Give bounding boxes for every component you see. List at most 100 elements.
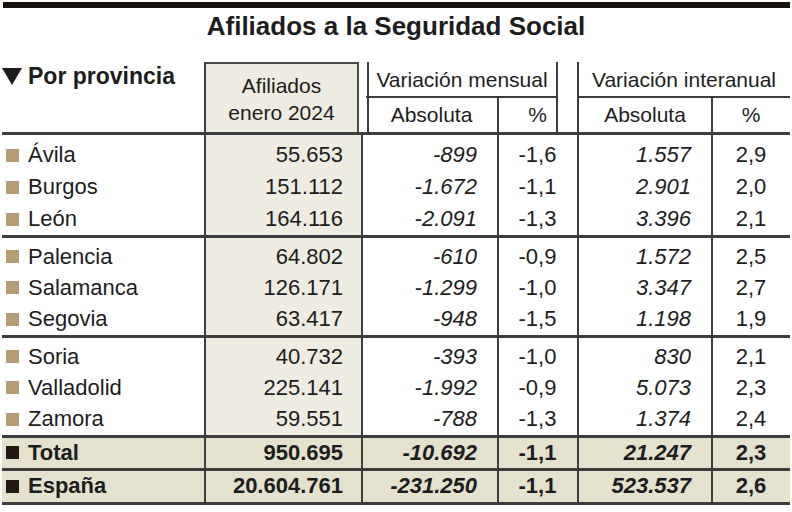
- province-group-2: Palencia64.802-610-0,91.5722,5Salamanca1…: [0, 237, 792, 335]
- monthly-percent-header: %: [498, 98, 577, 132]
- bullet-square-icon: [6, 381, 19, 394]
- cell-var-mensual-pct: -1,1: [498, 470, 577, 502]
- province-row: Soria40.732-393-1,08302,1: [0, 341, 792, 372]
- total-row-band: Total950.695-10.692-1,121.2472,3: [0, 437, 792, 468]
- summary-row: España 20.604.761-231.250-1,1523.5372,6: [0, 470, 792, 502]
- cell-var-mensual-abs: -899: [363, 139, 497, 171]
- affiliates-header-line2: enero 2024: [228, 99, 334, 126]
- cell-var-interanual-pct: 2,0: [712, 171, 790, 203]
- row-label-cell: España: [6, 470, 202, 502]
- cell-var-mensual-abs: -231.250: [363, 470, 497, 502]
- cell-var-interanual-pct: 2,1: [712, 203, 790, 235]
- cell-var-mensual-abs: -610: [363, 241, 497, 272]
- cell-var-interanual-abs: 523.537: [579, 470, 711, 502]
- cell-var-interanual-pct: 2,3: [712, 437, 790, 468]
- yearly-percent-header: %: [712, 98, 790, 132]
- row-label-cell: Salamanca: [6, 272, 202, 303]
- province-header-label: Por provincia: [28, 63, 175, 90]
- row-label-cell: Palencia: [6, 241, 202, 272]
- summary-row: Total950.695-10.692-1,121.2472,3: [0, 437, 792, 468]
- province-row: Segovia 63.417-948-1,51.1981,9: [0, 304, 792, 335]
- cell-var-interanual-pct: 1,9: [712, 304, 790, 335]
- bullet-square-icon: [6, 213, 19, 226]
- cell-var-mensual-pct: -0,9: [498, 241, 577, 272]
- row-label-cell: Burgos: [6, 171, 202, 203]
- bullet-square-icon: [6, 446, 19, 459]
- cell-var-mensual-pct: -1,5: [498, 304, 577, 335]
- bullet-square-icon: [6, 181, 19, 194]
- cell-var-mensual-abs: -10.692: [363, 437, 497, 468]
- cell-var-interanual-abs: 1.557: [579, 139, 711, 171]
- page-title: Afiliados a la Seguridad Social: [0, 11, 792, 42]
- affiliates-header-line1: Afiliados: [242, 72, 321, 99]
- province-row: Valladolid225.141-1.992-0,95.0732,3: [0, 372, 792, 403]
- row-label-cell: Soria: [6, 341, 202, 372]
- cell-var-interanual-abs: 1.198: [579, 304, 711, 335]
- cell-var-mensual-abs: -948: [363, 304, 497, 335]
- cell-afiliados: 63.417: [206, 304, 361, 335]
- row-label-cell: Valladolid: [6, 372, 202, 403]
- cell-afiliados: 151.112: [206, 171, 361, 203]
- affiliates-column-header: Afiliados enero 2024: [204, 62, 359, 133]
- row-name: Palencia: [28, 244, 112, 270]
- line-under-monthly: [366, 96, 558, 98]
- cell-var-mensual-pct: -1,3: [498, 203, 577, 235]
- cell-var-mensual-pct: -1,1: [498, 437, 577, 468]
- cell-var-interanual-abs: 1.572: [579, 241, 711, 272]
- cell-var-mensual-pct: -1,3: [498, 404, 577, 435]
- row-name: Soria: [28, 344, 79, 370]
- cell-var-interanual-abs: 830: [579, 341, 711, 372]
- line-under-yearly: [577, 96, 790, 98]
- cell-var-interanual-abs: 3.396: [579, 203, 711, 235]
- row-name: Salamanca: [28, 275, 138, 301]
- province-row: León164.116-2.091-1,33.3962,1: [0, 203, 792, 235]
- bullet-square-icon: [6, 313, 19, 326]
- cell-var-mensual-abs: -1.299: [363, 272, 497, 303]
- row-name: Zamora: [28, 406, 104, 432]
- row-name: Ávila: [28, 142, 76, 168]
- province-group-3: Soria40.732-393-1,08302,1Valladolid225.1…: [0, 337, 792, 435]
- row-label-cell: Zamora: [6, 404, 202, 435]
- bullet-square-icon: [6, 350, 19, 363]
- cell-afiliados: 20.604.761: [206, 470, 361, 502]
- cell-var-mensual-pct: -1,0: [498, 341, 577, 372]
- cell-afiliados: 225.141: [206, 372, 361, 403]
- cell-var-mensual-abs: -2.091: [363, 203, 497, 235]
- cell-var-interanual-abs: 1.374: [579, 404, 711, 435]
- cell-afiliados: 40.732: [206, 341, 361, 372]
- row-name: Total: [28, 440, 79, 466]
- espana-row-band: España 20.604.761-231.250-1,1523.5372,6: [0, 470, 792, 502]
- cell-var-interanual-pct: 2,4: [712, 404, 790, 435]
- bullet-square-icon: [6, 480, 19, 493]
- cell-var-interanual-abs: 5.073: [579, 372, 711, 403]
- row-name: Burgos: [28, 174, 98, 200]
- cell-var-interanual-pct: 2,3: [712, 372, 790, 403]
- infographic: Afiliados a la Seguridad Social Por prov…: [0, 0, 792, 512]
- cell-var-mensual-abs: -1.672: [363, 171, 497, 203]
- row-name: Valladolid: [28, 375, 122, 401]
- cell-afiliados: 55.653: [206, 139, 361, 171]
- bullet-square-icon: [6, 250, 19, 263]
- province-row: Salamanca126.171-1.299-1,03.3472,7: [0, 272, 792, 303]
- monthly-variation-header: Variación mensual: [366, 62, 558, 97]
- cell-var-interanual-pct: 2,5: [712, 241, 790, 272]
- row-name: Segovia: [28, 306, 108, 332]
- cell-var-interanual-abs: 3.347: [579, 272, 711, 303]
- row-name: España: [28, 473, 106, 499]
- row-label-cell: Ávila: [6, 139, 202, 171]
- cell-var-mensual-pct: -0,9: [498, 372, 577, 403]
- cell-var-interanual-pct: 2,6: [712, 470, 790, 502]
- top-bar: [3, 2, 790, 8]
- yearly-variation-header: Variación interanual: [578, 62, 790, 97]
- monthly-absolute-header: Absoluta: [366, 98, 497, 132]
- table-bottom-line: [2, 502, 790, 505]
- cell-var-interanual-pct: 2,7: [712, 272, 790, 303]
- cell-afiliados: 950.695: [206, 437, 361, 468]
- province-row: Burgos151.112-1.672-1,12.9012,0: [0, 171, 792, 203]
- cell-var-mensual-abs: -393: [363, 341, 497, 372]
- yearly-absolute-header: Absoluta: [579, 98, 711, 132]
- row-label-cell: León: [6, 203, 202, 235]
- bullet-square-icon: [6, 281, 19, 294]
- row-name: León: [28, 206, 77, 232]
- province-column-header[interactable]: Por provincia: [2, 61, 175, 91]
